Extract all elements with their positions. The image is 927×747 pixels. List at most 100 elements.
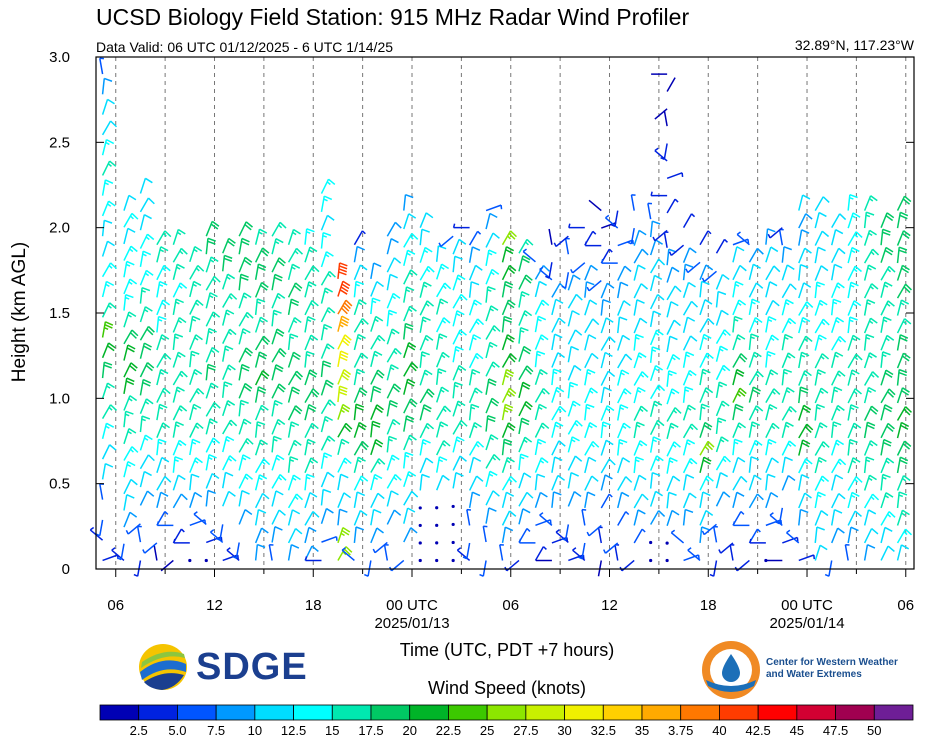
barb-feather-full: [228, 237, 236, 244]
barb-staff: [863, 212, 868, 229]
barb-feather-full: [805, 335, 813, 343]
barb-feather-full: [734, 406, 744, 412]
wind-barb: [555, 529, 569, 544]
barb-staff: [600, 458, 610, 474]
barb-staff: [337, 315, 343, 332]
wind-barb: [682, 386, 694, 403]
barb-staff: [337, 350, 342, 367]
wind-barb: [172, 351, 186, 368]
wind-barb: [501, 491, 515, 509]
barb-feather-full: [311, 299, 319, 307]
barb-feather-full: [327, 471, 335, 478]
wind-barb: [814, 196, 830, 211]
barb-feather-full: [128, 311, 137, 318]
wind-barb: [863, 509, 877, 526]
barb-feather-full: [506, 336, 514, 343]
barb-staff: [781, 334, 786, 351]
barb-feather-half: [685, 354, 690, 358]
barb-feather-half: [309, 337, 314, 341]
barb-staff: [222, 238, 230, 254]
wind-barb: [222, 554, 239, 562]
barb-staff: [101, 423, 108, 440]
barb-feather-full: [107, 345, 115, 352]
barb-feather-full: [558, 317, 566, 324]
barb-staff: [205, 402, 215, 417]
barb-feather-full: [358, 421, 367, 428]
barb-staff: [600, 299, 604, 316]
wind-barb: [123, 344, 136, 361]
barb-feather-half: [423, 284, 428, 288]
water-drop-icon: [702, 641, 760, 699]
wind-barb: [715, 381, 728, 398]
barb-feather-half: [753, 354, 758, 358]
wind-barb: [238, 437, 254, 453]
colorbar-tick-label: 22.5: [436, 723, 461, 738]
barb-feather-full: [322, 360, 332, 365]
barb-feather-full: [489, 212, 498, 219]
barb-feather-full: [127, 344, 136, 350]
barb-staff: [814, 492, 819, 509]
barb-feather-half: [818, 302, 824, 307]
barb-staff: [271, 238, 277, 255]
barb-feather-full: [504, 406, 513, 412]
barb-staff: [581, 542, 586, 559]
barb-feather-full: [520, 420, 530, 426]
barb-feather-full: [177, 351, 186, 358]
barb-staff: [534, 457, 543, 473]
barb-staff: [172, 264, 178, 280]
barb-staff: [254, 229, 261, 245]
barb-staff: [209, 531, 224, 543]
wind-barb: [732, 491, 745, 509]
barb-staff: [798, 352, 803, 369]
barb-staff: [551, 405, 561, 421]
barb-feather-half: [655, 332, 660, 336]
wind-barb: [222, 273, 236, 290]
barb-staff: [896, 440, 906, 456]
wind-barb: [222, 237, 236, 254]
barb-feather-half: [850, 494, 856, 498]
barb-feather-full: [491, 268, 500, 275]
wind-barb: [831, 213, 847, 229]
barb-feather-full: [658, 510, 666, 517]
barb-feather-full: [259, 351, 268, 357]
barb-staff: [534, 281, 541, 298]
barb-staff: [139, 287, 143, 304]
barb-staff: [386, 328, 393, 345]
barb-feather-full: [802, 439, 811, 445]
barb-feather-half: [306, 353, 311, 357]
barb-feather-full: [623, 300, 631, 307]
wind-barb: [666, 172, 684, 180]
wind-barb: [896, 440, 912, 456]
barb-staff: [287, 440, 296, 456]
barb-staff: [617, 369, 623, 386]
wind-barb: [189, 334, 203, 350]
wind-barb: [287, 370, 304, 386]
barb-staff: [320, 178, 330, 194]
barb-staff: [650, 384, 660, 400]
wind-barb: [584, 387, 598, 404]
barb-feather-half: [129, 448, 134, 453]
barb-feather-half: [474, 390, 479, 394]
wind-barb: [814, 281, 825, 299]
wind-barb: [238, 292, 252, 309]
barb-feather-full: [327, 214, 335, 221]
barb-feather-full: [407, 507, 416, 513]
barb-staff: [699, 318, 709, 333]
wind-barb: [304, 473, 315, 491]
wind-barb: [287, 263, 301, 280]
barb-feather-full: [740, 475, 748, 483]
barb-feather-half: [837, 338, 842, 343]
barb-staff: [320, 361, 324, 378]
wind-barb: [649, 310, 662, 328]
barb-feather-half: [162, 390, 167, 395]
barb-feather-full: [526, 365, 534, 373]
wind-barb: [748, 370, 764, 386]
barb-feather-full: [788, 317, 797, 325]
barb-staff: [715, 345, 722, 362]
barb-feather-full: [800, 386, 809, 391]
wind-barb: [597, 526, 603, 544]
barb-feather-full: [655, 364, 663, 371]
barb-feather-full: [312, 265, 320, 273]
calm-marker: [764, 558, 768, 563]
barb-feather-full: [853, 300, 862, 307]
